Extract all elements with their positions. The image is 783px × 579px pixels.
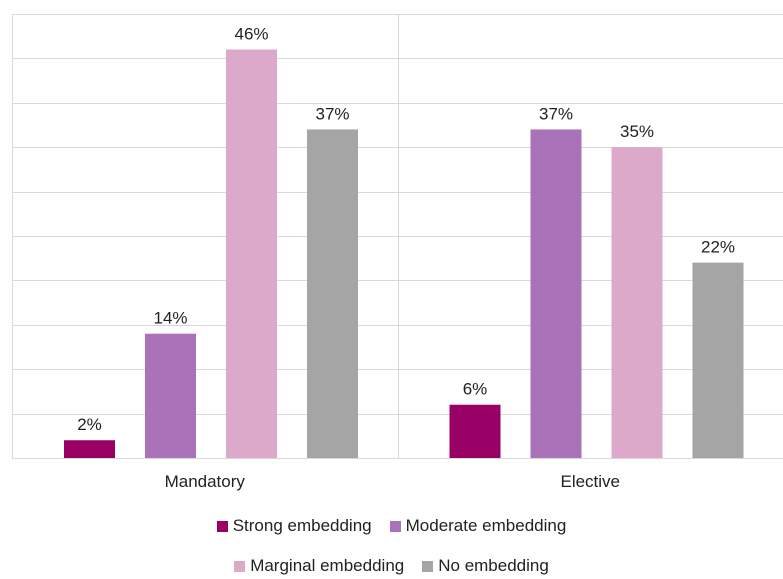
legend-label: Strong embedding (232, 516, 372, 535)
legend-swatch (216, 520, 228, 532)
bar (530, 129, 582, 458)
category-labels: Mandatory Elective (165, 472, 620, 491)
data-label: 37% (315, 104, 349, 123)
data-label: 22% (701, 238, 735, 257)
bar (145, 333, 196, 458)
data-label: 2% (77, 415, 102, 434)
legend-label: No embedding (438, 556, 549, 575)
legend-row-1: Strong embedding Moderate embedding (0, 516, 783, 536)
legend-row-2: Marginal embedding No embedding (0, 556, 783, 576)
legend-label: Moderate embedding (405, 516, 567, 535)
data-label: 46% (234, 25, 268, 44)
legend-label: Marginal embedding (250, 556, 405, 575)
gridlines (12, 14, 783, 459)
bar (449, 404, 501, 458)
legend-swatch (234, 560, 246, 572)
data-label: 37% (539, 104, 573, 123)
bar (611, 147, 663, 458)
data-label: 6% (463, 380, 488, 399)
legend-item-marginal-embedding: Marginal embedding (234, 556, 404, 576)
legend-item-no-embedding: No embedding (422, 556, 549, 576)
bars (64, 49, 744, 459)
legend-item-strong-embedding: Strong embedding (216, 516, 372, 536)
legend-swatch (422, 560, 434, 572)
category-label: Elective (560, 472, 620, 491)
legend-swatch (389, 520, 401, 532)
bar (307, 129, 358, 458)
data-label: 14% (153, 309, 187, 328)
bar (226, 49, 277, 459)
legend-item-moderate-embedding: Moderate embedding (389, 516, 567, 536)
bar (692, 262, 744, 458)
data-labels: 2% 14% 46% 37% 6% 37% 35% 22% (77, 25, 735, 435)
category-label: Mandatory (165, 472, 246, 491)
bar (64, 440, 115, 458)
data-label: 35% (620, 122, 654, 141)
